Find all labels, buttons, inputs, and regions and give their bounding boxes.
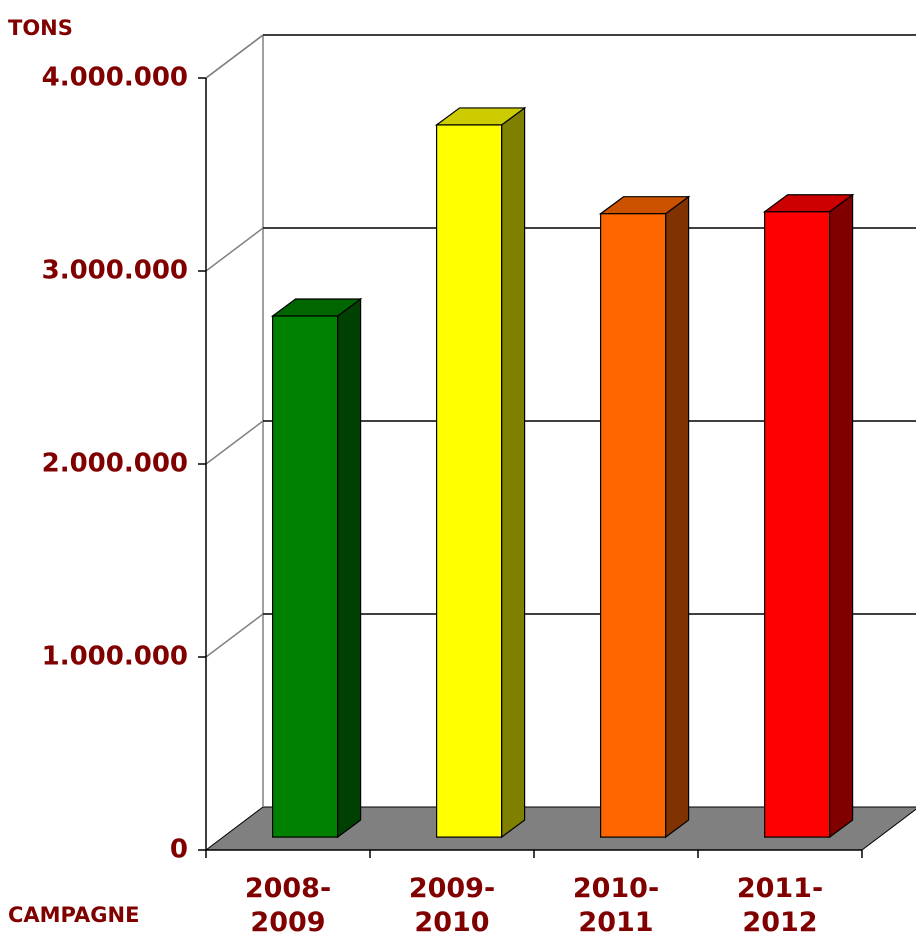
y-tick-label: 0 — [170, 835, 188, 865]
side-grid-line — [205, 613, 264, 658]
bar-side — [501, 106, 526, 839]
bar — [272, 315, 339, 838]
side-grid-line — [205, 34, 264, 79]
bar — [763, 211, 831, 838]
side-grid-line — [205, 420, 264, 465]
bar — [436, 124, 503, 838]
x-tick-label: 2011-2012 — [736, 873, 824, 938]
bar-side — [337, 297, 362, 839]
y-tick-label: 3.000.000 — [42, 256, 188, 286]
x-tick-label: 2009-2010 — [408, 873, 496, 938]
y-tick-label: 4.000.000 — [42, 63, 188, 93]
bar-side — [664, 195, 690, 839]
side-grid-line — [205, 227, 264, 272]
y-tick-label: 1.000.000 — [42, 642, 188, 672]
y-axis-label: TONS — [8, 16, 73, 40]
bar-side — [828, 193, 854, 839]
x-tick-label: 2010-2011 — [572, 873, 660, 938]
bar — [599, 213, 667, 838]
y-tick-label: 2.000.000 — [42, 449, 188, 479]
x-axis-label: CAMPAGNE — [8, 903, 140, 927]
x-tick-label: 2008-2009 — [244, 873, 332, 938]
